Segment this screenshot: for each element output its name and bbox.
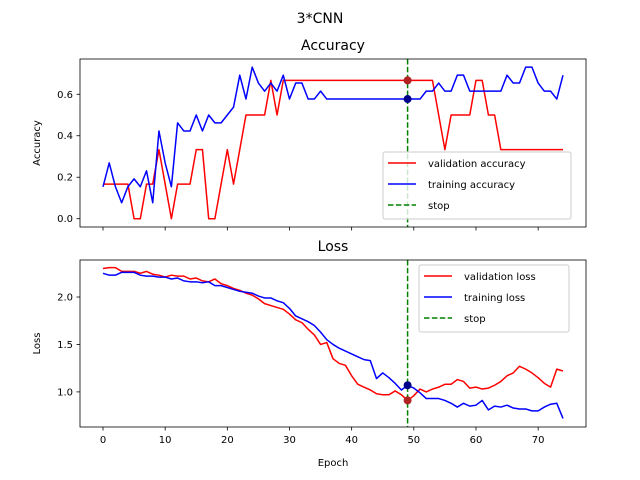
stop-marker-validation-loss xyxy=(403,396,412,405)
loss-panel: Loss 0 10 20 30 40 50 60 70 1.0 1.5 2.0 Loss Epoch val… xyxy=(32,239,587,469)
legend-label: stop xyxy=(428,201,450,212)
y-tick-label: 1.0 xyxy=(57,387,73,398)
y-tick-label: 1.5 xyxy=(57,340,73,351)
series-line-validation-accuracy xyxy=(103,79,563,220)
x-tick-label: 40 xyxy=(345,435,358,446)
legend-box xyxy=(382,151,572,220)
y-tick-label: 2.0 xyxy=(57,293,73,304)
y-tick-label: 0.0 xyxy=(57,214,73,225)
x-tick-label: 20 xyxy=(221,435,234,446)
legend-label: training accuracy xyxy=(428,180,515,191)
plot-area xyxy=(102,59,564,227)
series-line-validation-loss xyxy=(102,266,564,402)
legend: validation accuracy training accuracy stop xyxy=(382,151,572,220)
x-tick-label: 10 xyxy=(159,435,172,446)
legend-label: training loss xyxy=(464,293,525,304)
x-tick-label: 70 xyxy=(532,435,545,446)
x-tick-label: 30 xyxy=(283,435,296,446)
accuracy-panel: Accuracy 0.0 0.2 0.4 0.6 Accuracy validation a… xyxy=(32,38,587,231)
legend-label: validation accuracy xyxy=(428,159,526,170)
x-tick-label: 0 xyxy=(100,435,106,446)
axes-frame xyxy=(79,259,587,428)
y-tick-label: 0.6 xyxy=(57,90,73,101)
panel-title: Loss xyxy=(318,239,349,255)
stop-marker-training-loss xyxy=(403,381,412,390)
x-tick-label: 60 xyxy=(470,435,483,446)
legend-box xyxy=(418,264,570,333)
axes-frame xyxy=(79,58,587,228)
x-axis-label: Epoch xyxy=(318,458,349,469)
legend-label: validation loss xyxy=(464,272,536,283)
legend: validation loss training loss stop xyxy=(418,264,570,333)
y-axis-label: Loss xyxy=(32,333,43,355)
stop-marker-validation-accuracy xyxy=(403,76,412,85)
series-line-training-accuracy xyxy=(102,66,564,204)
legend-label: stop xyxy=(464,314,486,325)
y-tick-label: 0.4 xyxy=(57,131,73,142)
y-tick-label: 0.2 xyxy=(57,173,73,184)
series-line-training-loss xyxy=(102,271,564,419)
panel-title: Accuracy xyxy=(301,38,365,54)
figure-suptitle: 3*CNN xyxy=(297,11,344,27)
stop-marker-training-accuracy xyxy=(403,95,412,104)
y-axis-label: Accuracy xyxy=(32,120,43,166)
x-tick-label: 50 xyxy=(407,435,420,446)
